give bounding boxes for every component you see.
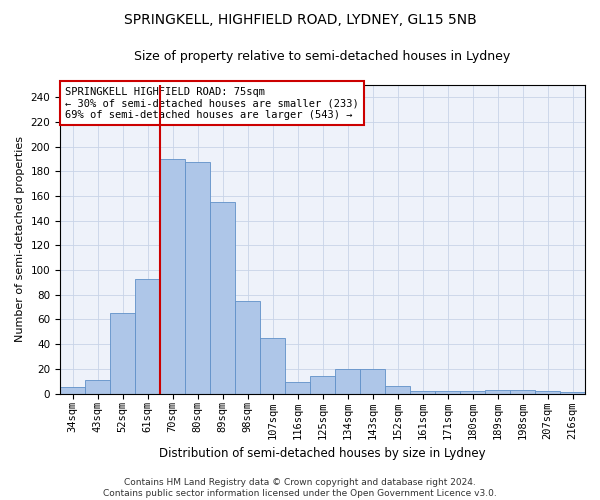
Bar — [210, 202, 235, 394]
Bar — [535, 391, 560, 394]
Bar — [460, 391, 485, 394]
Bar — [485, 390, 510, 394]
Bar — [185, 162, 210, 394]
Text: SPRINGKELL, HIGHFIELD ROAD, LYDNEY, GL15 5NB: SPRINGKELL, HIGHFIELD ROAD, LYDNEY, GL15… — [124, 12, 476, 26]
Bar — [160, 159, 185, 394]
Text: Contains HM Land Registry data © Crown copyright and database right 2024.
Contai: Contains HM Land Registry data © Crown c… — [103, 478, 497, 498]
Bar — [85, 380, 110, 394]
Bar — [510, 390, 535, 394]
Bar — [560, 392, 585, 394]
Y-axis label: Number of semi-detached properties: Number of semi-detached properties — [15, 136, 25, 342]
Title: Size of property relative to semi-detached houses in Lydney: Size of property relative to semi-detach… — [134, 50, 511, 63]
X-axis label: Distribution of semi-detached houses by size in Lydney: Distribution of semi-detached houses by … — [159, 447, 486, 460]
Bar — [60, 388, 85, 394]
Bar — [335, 369, 360, 394]
Bar — [410, 391, 435, 394]
Bar — [310, 376, 335, 394]
Bar — [435, 391, 460, 394]
Bar — [235, 301, 260, 394]
Bar — [135, 279, 160, 394]
Bar — [260, 338, 285, 394]
Bar — [360, 369, 385, 394]
Text: SPRINGKELL HIGHFIELD ROAD: 75sqm
← 30% of semi-detached houses are smaller (233): SPRINGKELL HIGHFIELD ROAD: 75sqm ← 30% o… — [65, 86, 359, 120]
Bar — [110, 314, 135, 394]
Bar — [385, 386, 410, 394]
Bar — [285, 382, 310, 394]
